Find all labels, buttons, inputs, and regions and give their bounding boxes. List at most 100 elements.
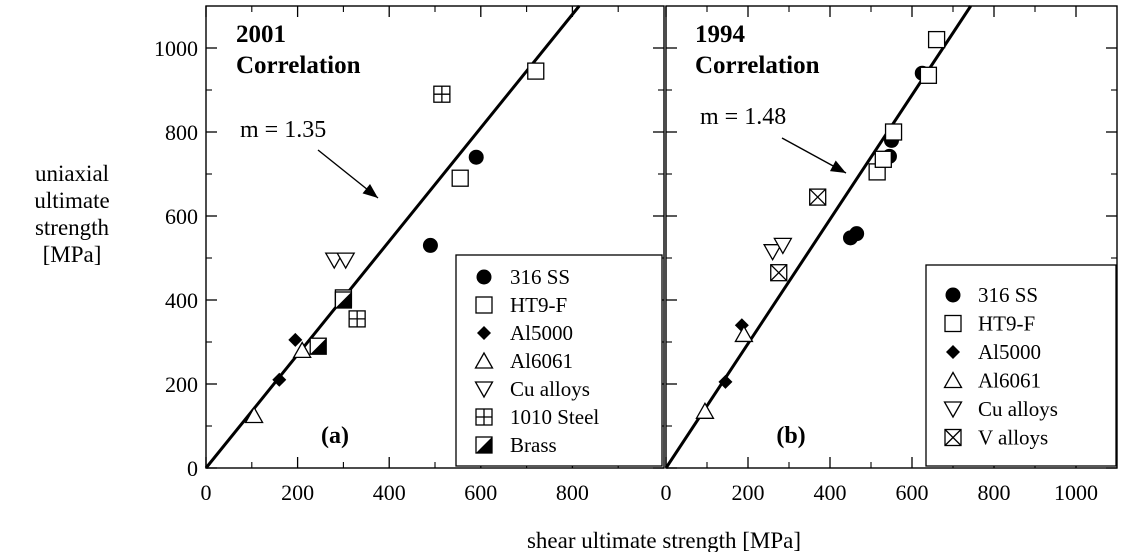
- legend-al6061-marker: [474, 351, 494, 369]
- data-point-al6061-marker: [734, 325, 754, 343]
- data-point-ht9-f-marker: [884, 123, 903, 141]
- data-point-brass-marker: [309, 337, 327, 355]
- panel-b: 0 200 400 600 800 1000 1994 Correlation m = 1.48…: [661, 5, 1118, 505]
- panel-title-line: Correlation: [236, 52, 361, 79]
- legend-label: 316 SS: [510, 265, 570, 289]
- data-point-al6061-marker: [292, 341, 312, 359]
- x-tick-label: 800: [978, 480, 1011, 505]
- legend-316-ss-marker: [945, 287, 961, 303]
- legend-v-alloys-marker: [944, 428, 962, 447]
- legend-label: Al5000: [978, 340, 1041, 364]
- series-brass: [309, 291, 353, 355]
- y-axis-title-line: uniaxial: [35, 161, 109, 186]
- y-tick-label: 800: [165, 120, 198, 145]
- y-tick-label: 200: [165, 372, 198, 397]
- legend-label: Al6061: [978, 369, 1041, 393]
- x-tick-label: 600: [896, 480, 929, 505]
- data-point-cu-alloys-marker: [324, 252, 344, 270]
- data-point-cu-alloys-marker: [336, 252, 356, 270]
- panel-a: 0 200 400 600 800 0 200 400 600 800 1000 2001 Correl…: [154, 5, 665, 505]
- series-al6061: [695, 325, 754, 419]
- legend-label: V alloys: [978, 426, 1048, 450]
- data-point-cu-alloys-marker: [762, 244, 783, 262]
- data-point-al5000-marker: [272, 372, 287, 387]
- plot-frame: [665, 5, 1118, 469]
- slope-arrow-head: [362, 183, 378, 198]
- series-1010-steel: [348, 85, 451, 328]
- x-tick-label: 400: [373, 480, 406, 505]
- series-al6061: [244, 341, 312, 424]
- slope-arrow-head: [829, 160, 846, 173]
- series-al5000: [272, 332, 303, 387]
- x-tick-label: 200: [281, 480, 314, 505]
- series-al5000: [718, 318, 749, 389]
- y-axis-title-line: ultimate: [34, 188, 109, 213]
- data-point-ht9-f-marker: [919, 66, 938, 84]
- y-tick-label: 600: [165, 204, 198, 229]
- legend-al5000-marker: [946, 345, 960, 359]
- series-ht9-f: [868, 30, 946, 181]
- x-axis-title: shear ultimate strength [MPa]: [527, 528, 801, 552]
- data-point-v-alloys-marker: [809, 188, 827, 206]
- y-tick-label: 400: [165, 288, 198, 313]
- data-point-316-ss-marker: [468, 149, 484, 165]
- panel-title-line: 1994: [695, 21, 746, 48]
- legend-al6061-marker: [943, 371, 963, 389]
- legend-label: 316 SS: [978, 283, 1038, 307]
- legend-1010-steel-marker: [475, 408, 493, 426]
- panel-tag: (a): [321, 423, 349, 449]
- data-point-al6061-marker: [695, 401, 715, 419]
- legend-label: Al6061: [510, 349, 573, 373]
- x-tick-label: 400: [814, 480, 847, 505]
- panel-title-line: Correlation: [695, 52, 820, 79]
- data-point-ht9-f-marker: [451, 169, 469, 187]
- legend-label: HT9-F: [510, 293, 567, 317]
- legend-cu-alloys-marker: [943, 401, 963, 419]
- x-tick-label: 0: [661, 480, 672, 505]
- x-tick-label: 200: [732, 480, 765, 505]
- data-point-brass-marker: [334, 291, 353, 309]
- legend-label: Brass: [510, 433, 557, 457]
- y-tick-label: 1000: [154, 36, 198, 61]
- data-point-ht9-f-marker: [927, 30, 946, 49]
- legend-cu-alloys-marker: [474, 381, 494, 399]
- data-point-ht9-f-marker: [874, 150, 892, 168]
- legend: 316 SS HT9-F Al5000 Al6061 Cu alloys 1010 Ste…: [455, 254, 663, 467]
- legend-label: Cu alloys: [978, 397, 1058, 421]
- data-point-al5000-marker: [288, 332, 303, 347]
- series-cu-alloys: [762, 237, 793, 262]
- data-point-v-alloys-marker: [770, 264, 788, 282]
- data-point-cu-alloys-marker: [773, 237, 793, 255]
- data-point-316-ss-marker: [849, 226, 865, 242]
- data-point-1010-steel-marker: [348, 310, 366, 328]
- legend-ht9-f-marker: [475, 296, 493, 314]
- x-tick-label: 1000: [1054, 480, 1098, 505]
- panel-title-line: 2001: [236, 21, 286, 48]
- y-axis-title-line: [MPa]: [43, 242, 102, 267]
- legend-brass-marker: [475, 436, 493, 454]
- x-tick-label: 0: [201, 480, 212, 505]
- x-tick-label: 600: [464, 480, 497, 505]
- legend-label: Cu alloys: [510, 377, 590, 401]
- panel-tag: (b): [776, 423, 805, 449]
- slope-label: m = 1.48: [700, 104, 786, 130]
- series-316-ss: [422, 149, 484, 253]
- data-point-1010-steel-marker: [433, 85, 451, 103]
- correlation-line: [204, 5, 581, 469]
- legend-box: [455, 254, 663, 467]
- data-point-ht9-f-marker: [527, 62, 545, 80]
- data-point-316-ss-marker: [422, 237, 438, 253]
- legend-label: Al5000: [510, 321, 573, 345]
- legend-ht9-f-marker: [944, 314, 962, 333]
- legend: 316 SS HT9-F Al5000 Al6061 Cu alloys V alloys: [925, 264, 1117, 467]
- legend-label: HT9-F: [978, 312, 1035, 336]
- legend-label: 1010 Steel: [510, 405, 599, 429]
- y-axis-title-line: strength: [35, 215, 110, 240]
- y-tick-label: 0: [187, 456, 198, 481]
- series-v-alloys: [770, 188, 827, 282]
- legend-316-ss-marker: [476, 269, 492, 285]
- series-cu-alloys: [324, 252, 356, 270]
- data-point-al6061-marker: [244, 406, 264, 424]
